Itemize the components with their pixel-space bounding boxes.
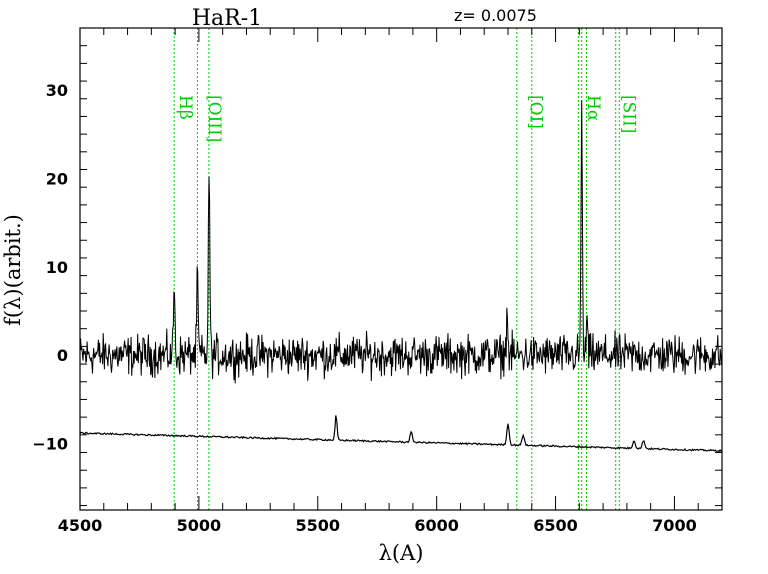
chart-title: HaR-1 [192,6,262,31]
reference-spectrum-line [79,415,723,453]
plot-frame [79,27,723,511]
object-spectrum-line [79,100,723,384]
y-tick-label: 30 [46,81,68,100]
marker-label: Hβ [175,95,195,120]
x-tick-label: 6500 [533,516,578,535]
x-tick-label: 5500 [296,516,341,535]
x-axis-label: λ(A) [379,541,424,565]
marker-label: Hα [583,95,603,122]
emission-line-labels: Hβ [OIII] [OI] Hα [SII] [175,95,638,142]
x-axis-tick-labels: 4500 5000 5500 6000 6500 7000 [58,516,697,535]
redshift-annotation: z= 0.0075 [454,6,537,25]
x-tick-label: 4500 [58,516,103,535]
x-axis-ticks [79,28,723,510]
y-axis-ticks [80,27,722,507]
y-tick-label: −10 [32,435,68,454]
marker-label: [OIII] [204,95,224,142]
x-tick-label: 6000 [414,516,459,535]
x-tick-label: 7000 [652,516,697,535]
marker-label: [OI] [525,95,545,129]
x-tick-label: 5000 [177,516,222,535]
y-axis-label: f(λ)(arbit.) [1,214,25,326]
y-tick-label: 20 [46,169,68,188]
marker-label: [SII] [618,95,638,133]
y-tick-label: 0 [57,346,68,365]
y-axis-tick-labels: −10 0 10 20 30 [32,81,68,454]
y-tick-label: 10 [46,258,68,277]
